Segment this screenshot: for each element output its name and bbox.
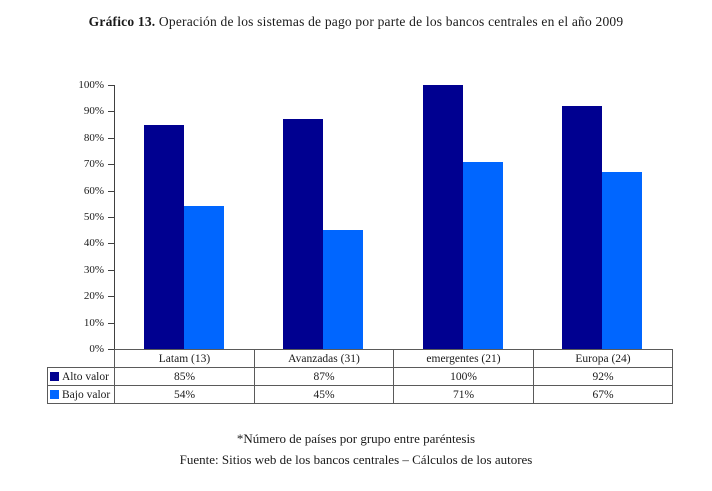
bar-alto-valor [422, 85, 463, 349]
chart-title-number: Gráfico 13. [88, 14, 156, 29]
value-cell: 45% [254, 385, 394, 404]
bar-alto-valor [562, 106, 603, 349]
chart-title: Gráfico 13. Operación de los sistemas de… [0, 14, 712, 30]
bar-bajo-valor [183, 206, 224, 349]
legend-row-header: Alto valor [47, 367, 115, 386]
category-cell: Europa (24) [533, 349, 673, 368]
legend-swatch-icon [50, 371, 59, 381]
value-cell: 87% [254, 367, 394, 386]
chart-title-text: Operación de los sistemas de pago por pa… [155, 14, 624, 29]
y-axis-tick [108, 322, 114, 324]
y-axis-label: 40% [83, 237, 104, 250]
y-axis-label: 0% [89, 343, 104, 355]
y-axis-tick [108, 349, 114, 350]
legend-row-header: Bajo valor [47, 385, 115, 404]
y-axis-tick [108, 137, 114, 139]
category-cell: Latam (13) [114, 349, 255, 368]
bar-bajo-valor [602, 172, 643, 349]
category-header-row: Latam (13) Avanzadas (31) emergentes (21) E… [48, 349, 673, 368]
bar-bajo-valor [462, 162, 503, 349]
source-line: Fuente: Sitios web de los bancos central… [179, 452, 533, 467]
y-axis-line [114, 85, 115, 350]
value-cell: 100% [393, 367, 534, 386]
y-axis-tick [108, 111, 114, 113]
y-axis-tick [108, 217, 114, 218]
legend-data-table: Latam (13) Avanzadas (31) emergentes (21) E… [47, 349, 673, 404]
series-name: Bajo valor [62, 388, 111, 401]
bar-alto-valor [143, 125, 184, 349]
bar-bajo-valor [323, 230, 364, 349]
category-cell: Avanzadas (31) [254, 349, 394, 368]
y-axis-label: 80% [83, 131, 104, 144]
value-cell: 92% [533, 367, 673, 386]
category-cell: emergentes (21) [393, 349, 534, 368]
legend-swatch-icon [50, 389, 59, 399]
y-axis-tick [108, 190, 114, 192]
y-axis-tick [108, 164, 114, 166]
series-name: Alto valor [62, 370, 109, 383]
y-axis-label: 20% [83, 290, 104, 303]
y-axis-label: 100% [78, 79, 104, 91]
chart-footer: *Número de países por grupo entre parént… [0, 428, 712, 470]
series-row: Alto valor 85% 87% 100% 92% [47, 367, 673, 386]
series-row: Bajo valor 54% 45% 71% 67% [47, 385, 673, 404]
y-axis-label: 50% [83, 211, 104, 223]
table-corner-blank [48, 350, 115, 368]
y-axis-label: 70% [83, 158, 104, 171]
bar-alto-valor [283, 119, 324, 349]
y-axis-label: 90% [83, 105, 104, 118]
y-axis-tick [108, 243, 114, 245]
y-axis-label: 30% [83, 263, 104, 276]
y-axis-tick [108, 296, 114, 298]
value-cell: 67% [533, 385, 673, 404]
value-cell: 71% [393, 385, 534, 404]
value-cell: 85% [114, 367, 255, 386]
y-axis-tick [108, 85, 114, 86]
footnote: *Número de países por grupo entre parént… [236, 431, 476, 446]
value-cell: 54% [114, 385, 255, 404]
y-axis-tick [108, 269, 114, 271]
y-axis-label: 10% [83, 316, 104, 329]
y-axis-label: 60% [83, 184, 104, 197]
